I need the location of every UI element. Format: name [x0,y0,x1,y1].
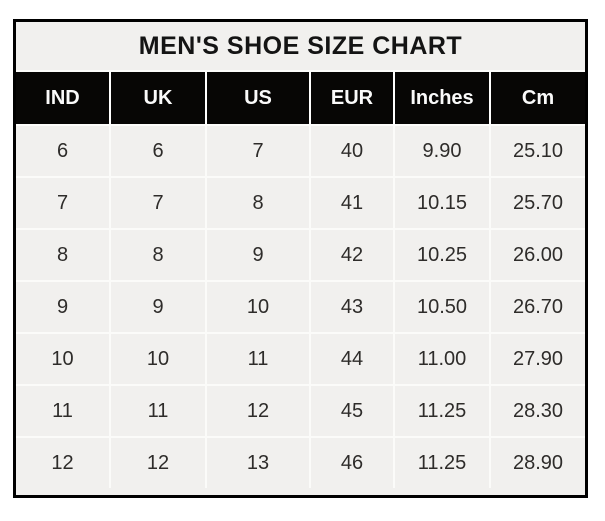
table-row: 8 8 9 42 10.25 26.00 [16,230,585,282]
size-table: IND UK US EUR Inches Cm 6 6 7 40 9.90 25… [16,72,585,488]
cell-cm: 26.70 [491,282,585,334]
cell-cm: 28.30 [491,386,585,438]
cell-us: 9 [207,230,311,282]
cell-eur: 42 [311,230,395,282]
size-table-body: 6 6 7 40 9.90 25.10 7 7 8 41 10.15 25.70… [16,126,585,488]
cell-eur: 41 [311,178,395,230]
size-table-header: IND UK US EUR Inches Cm [16,72,585,126]
cell-eur: 43 [311,282,395,334]
cell-uk: 7 [111,178,207,230]
cell-ind: 8 [16,230,111,282]
table-row: 9 9 10 43 10.50 26.70 [16,282,585,334]
column-header-eur: EUR [311,72,395,126]
cell-inches: 11.25 [395,386,491,438]
cell-us: 10 [207,282,311,334]
cell-ind: 9 [16,282,111,334]
cell-cm: 28.90 [491,438,585,488]
cell-eur: 40 [311,126,395,178]
table-row: 7 7 8 41 10.15 25.70 [16,178,585,230]
cell-eur: 45 [311,386,395,438]
cell-uk: 8 [111,230,207,282]
chart-title-band: MEN'S SHOE SIZE CHART [16,22,585,72]
cell-inches: 9.90 [395,126,491,178]
cell-us: 8 [207,178,311,230]
cell-uk: 10 [111,334,207,386]
table-row: 11 11 12 45 11.25 28.30 [16,386,585,438]
cell-ind: 6 [16,126,111,178]
header-row: IND UK US EUR Inches Cm [16,72,585,126]
cell-uk: 11 [111,386,207,438]
cell-uk: 6 [111,126,207,178]
cell-cm: 25.70 [491,178,585,230]
cell-inches: 11.25 [395,438,491,488]
column-header-inches: Inches [395,72,491,126]
cell-us: 12 [207,386,311,438]
cell-eur: 46 [311,438,395,488]
column-header-us: US [207,72,311,126]
cell-cm: 26.00 [491,230,585,282]
table-row: 12 12 13 46 11.25 28.90 [16,438,585,488]
cell-ind: 7 [16,178,111,230]
cell-eur: 44 [311,334,395,386]
cell-cm: 25.10 [491,126,585,178]
cell-inches: 10.15 [395,178,491,230]
cell-ind: 12 [16,438,111,488]
cell-ind: 11 [16,386,111,438]
column-header-cm: Cm [491,72,585,126]
chart-title: MEN'S SHOE SIZE CHART [138,31,463,60]
cell-inches: 11.00 [395,334,491,386]
table-row: 6 6 7 40 9.90 25.10 [16,126,585,178]
table-row: 10 10 11 44 11.00 27.90 [16,334,585,386]
cell-uk: 12 [111,438,207,488]
cell-inches: 10.25 [395,230,491,282]
cell-inches: 10.50 [395,282,491,334]
cell-uk: 9 [111,282,207,334]
cell-ind: 10 [16,334,111,386]
shoe-size-chart: MEN'S SHOE SIZE CHART IND UK US EUR Inch… [13,19,588,498]
cell-us: 11 [207,334,311,386]
cell-us: 13 [207,438,311,488]
cell-cm: 27.90 [491,334,585,386]
column-header-ind: IND [16,72,111,126]
cell-us: 7 [207,126,311,178]
column-header-uk: UK [111,72,207,126]
